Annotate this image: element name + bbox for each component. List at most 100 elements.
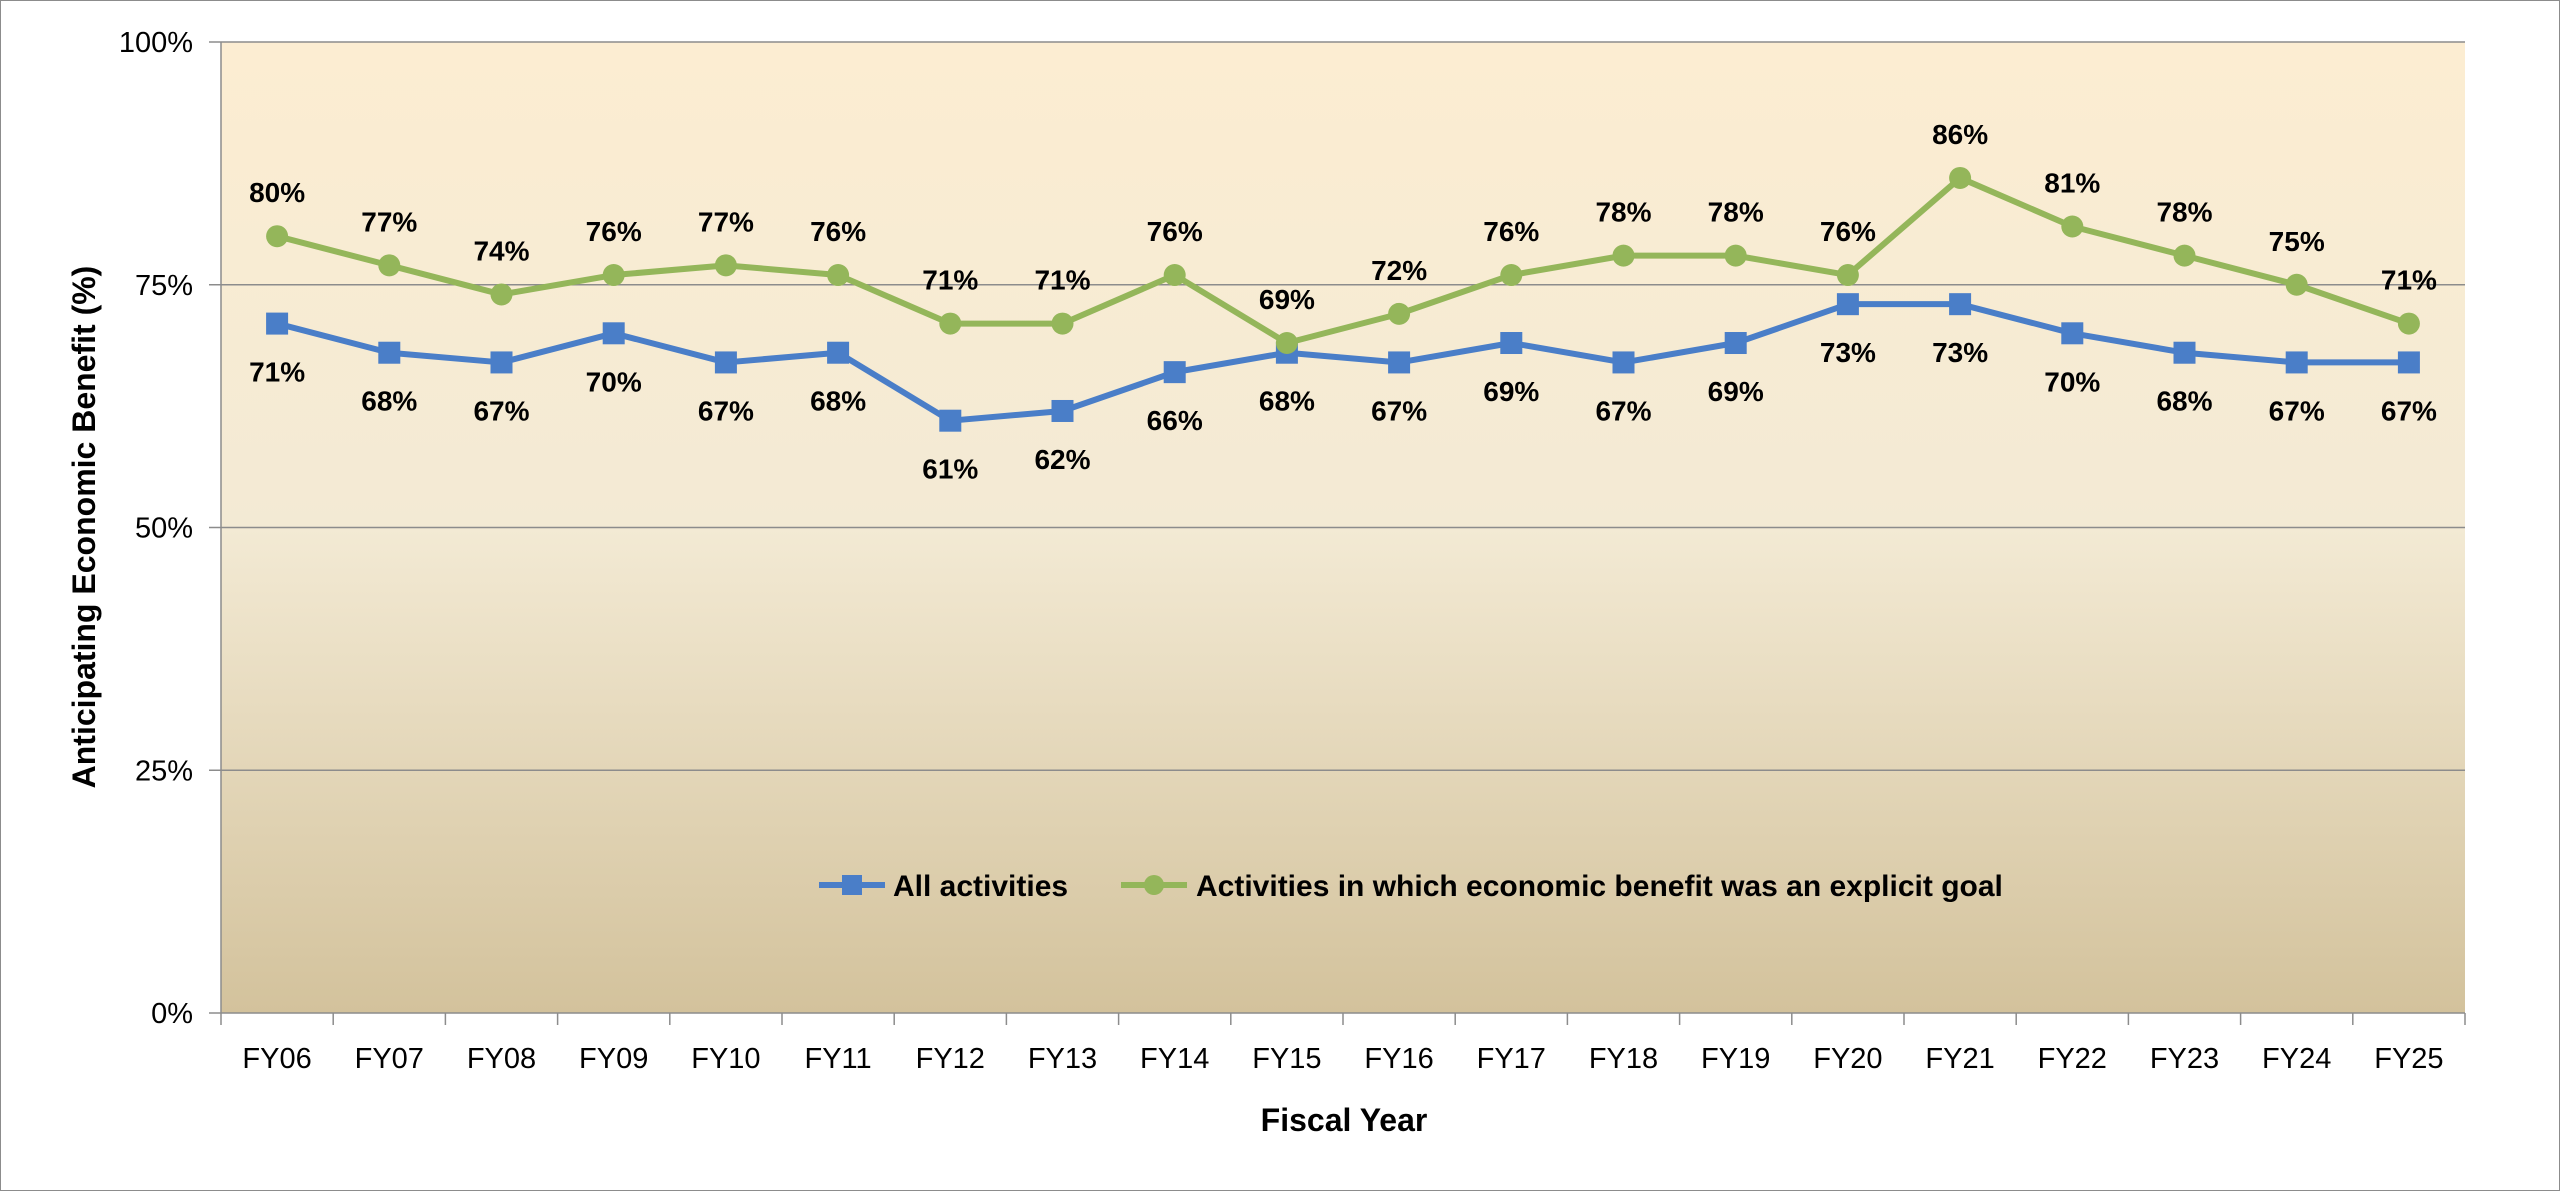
data-label: 67% (2269, 395, 2325, 426)
data-point-circle (827, 264, 850, 287)
data-label: 76% (1483, 216, 1539, 247)
x-tick-label: FY15 (1252, 1043, 1321, 1075)
data-point-circle (1612, 244, 1635, 267)
series-1 (266, 293, 2420, 432)
data-point-square (714, 351, 737, 374)
data-label: 62% (1034, 444, 1090, 475)
data-label: 76% (810, 216, 866, 247)
data-point-square (1724, 332, 1747, 355)
data-point-circle (1836, 264, 1859, 287)
x-tick-label: FY16 (1364, 1043, 1433, 1075)
data-label: 61% (922, 454, 978, 485)
data-label: 71% (249, 357, 305, 388)
data-point-circle (266, 225, 289, 248)
data-label: 69% (1483, 376, 1539, 407)
x-tick-label: FY14 (1140, 1043, 1209, 1075)
data-point-square (1051, 399, 1074, 422)
data-point-circle (714, 254, 737, 277)
data-point-square (1836, 293, 1859, 316)
data-point-circle (1500, 264, 1523, 287)
data-point-circle (1388, 302, 1411, 325)
legend: All activities Activities in which econom… (819, 870, 2003, 903)
data-point-circle (490, 283, 513, 306)
x-tick-label: FY09 (579, 1043, 648, 1075)
x-tick-label: FY11 (805, 1043, 872, 1075)
legend-circle-marker (1144, 875, 1164, 895)
x-axis-title: Fiscal Year (1261, 1102, 1428, 1138)
data-label: 75% (2269, 226, 2325, 257)
x-tick-label: FY20 (1813, 1043, 1882, 1075)
data-label: 77% (698, 206, 754, 237)
data-label: 74% (473, 235, 529, 266)
data-label: 78% (1708, 197, 1764, 228)
data-label: 67% (1371, 395, 1427, 426)
data-point-square (1163, 361, 1186, 384)
gridlines (221, 41, 2465, 771)
data-label: 67% (473, 395, 529, 426)
data-point-square (1500, 332, 1523, 355)
data-label: 77% (361, 206, 417, 237)
data-point-square (2061, 322, 2084, 345)
data-label: 68% (361, 386, 417, 417)
x-tick-label: FY17 (1477, 1043, 1546, 1075)
data-label: 72% (1371, 255, 1427, 286)
data-point-square (378, 341, 401, 364)
data-label: 86% (1932, 119, 1988, 150)
data-label: 71% (922, 265, 978, 296)
data-label: 70% (2044, 366, 2100, 397)
data-point-square (266, 312, 289, 335)
x-tick-label: FY13 (1028, 1043, 1097, 1075)
data-label: 78% (2156, 197, 2212, 228)
data-point-square (2397, 351, 2420, 374)
x-tick-label: FY22 (2038, 1043, 2107, 1075)
data-point-circle (939, 312, 962, 335)
data-label: 76% (586, 216, 642, 247)
data-label: 67% (1595, 395, 1651, 426)
data-point-square (939, 409, 962, 432)
x-tick-label: FY24 (2262, 1043, 2331, 1075)
x-tick-label: FY10 (691, 1043, 760, 1075)
data-label: 80% (249, 177, 305, 208)
y-axis-title: Anticipating Economic Benefit (%) (66, 266, 102, 789)
data-label: 70% (586, 366, 642, 397)
series-layer (266, 166, 2420, 432)
data-point-circle (378, 254, 401, 277)
data-point-circle (602, 264, 625, 287)
y-axis-ticks: 0% 25% 50% 75% 100% (119, 27, 221, 1030)
x-tick-label: FY06 (242, 1043, 311, 1075)
data-point-square (1388, 351, 1411, 374)
data-point-circle (2173, 244, 2196, 267)
x-tick-label: FY21 (1925, 1043, 1994, 1075)
data-label: 71% (2381, 265, 2437, 296)
x-tick-label: FY08 (467, 1043, 536, 1075)
data-label: 68% (1259, 386, 1315, 417)
data-point-square (602, 322, 625, 345)
x-tick-label: FY12 (916, 1043, 985, 1075)
legend-label: All activities (893, 870, 1068, 903)
data-label: 66% (1147, 405, 1203, 436)
data-point-circle (1724, 244, 1747, 267)
data-label: 76% (1147, 216, 1203, 247)
data-point-square (490, 351, 513, 374)
data-point-square (827, 341, 850, 364)
x-tick-label: FY23 (2150, 1043, 2219, 1075)
data-point-circle (1275, 332, 1298, 355)
series-line (276, 174, 2410, 347)
y-tick-label: 75% (135, 270, 193, 302)
data-labels: 71% 68% 67% 70% 67% 68% 61% 62% 66% 68% 67% 69% 67% 6… (249, 119, 2437, 485)
data-point-square (2285, 351, 2308, 374)
data-point-square (1612, 351, 1635, 374)
data-label: 71% (1034, 265, 1090, 296)
x-axis-ticks: FY06 FY07 FY08 FY09 FY10 FY11 FY12 FY13 FY14 FY15… (220, 1013, 2466, 1075)
data-label: 78% (1595, 197, 1651, 228)
data-point-circle (1163, 264, 1186, 287)
y-tick-label: 25% (135, 755, 193, 787)
data-point-circle (2397, 312, 2420, 335)
legend-square-marker (842, 875, 862, 895)
data-label: 73% (1932, 337, 1988, 368)
y-tick-label: 0% (151, 998, 193, 1030)
data-label: 68% (2156, 386, 2212, 417)
y-tick-label: 50% (135, 513, 193, 545)
data-point-circle (2285, 273, 2308, 296)
